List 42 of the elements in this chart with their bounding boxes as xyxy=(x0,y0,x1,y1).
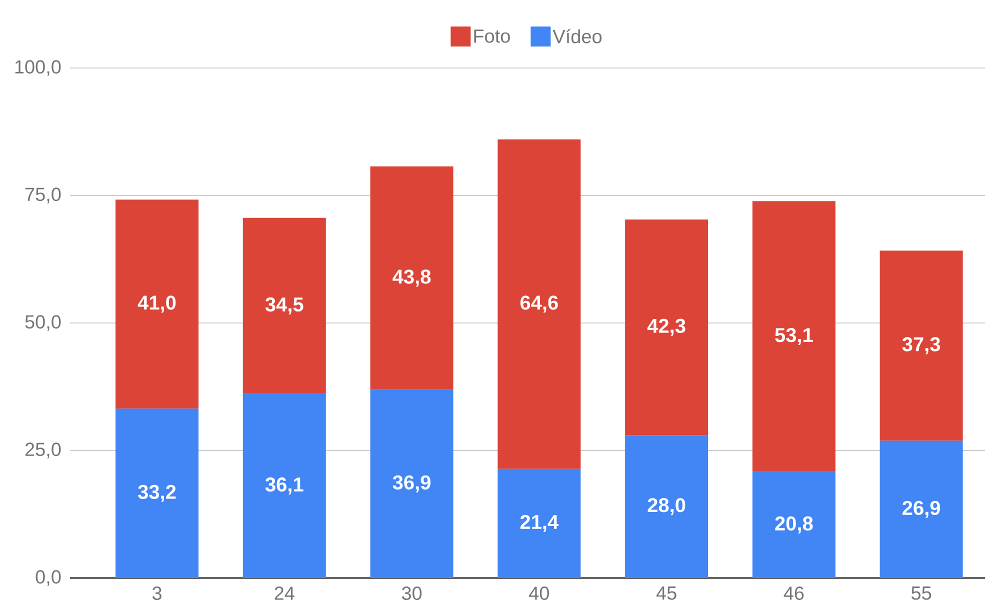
y-tick-label: 25,0 xyxy=(25,442,61,458)
x-tick-label: 30 xyxy=(402,586,422,600)
data-label: 42,3 xyxy=(647,318,686,336)
bar xyxy=(498,468,581,578)
data-label: 43,8 xyxy=(392,270,431,287)
data-label: 64,6 xyxy=(520,296,558,313)
bar xyxy=(242,394,326,578)
data-label: 36,9 xyxy=(392,475,430,492)
bar xyxy=(116,200,199,409)
data-label: 20,8 xyxy=(775,516,813,534)
data-label: 36,1 xyxy=(265,477,304,494)
x-tick-label: 55 xyxy=(912,586,932,600)
bar xyxy=(370,166,454,390)
data-label: 33,2 xyxy=(138,484,176,502)
bar xyxy=(880,250,963,441)
y-tick-label: 0,0 xyxy=(36,570,61,586)
y-tick-label: 75,0 xyxy=(25,188,61,204)
x-tick-label: 40 xyxy=(529,586,549,600)
bar xyxy=(242,218,326,394)
x-tick-label: 24 xyxy=(274,586,294,600)
data-label: 41,0 xyxy=(138,296,176,313)
x-tick-label: 46 xyxy=(784,586,804,600)
bar xyxy=(752,201,836,472)
x-tick-label: 3 xyxy=(152,586,162,600)
bar xyxy=(625,219,708,436)
legend-label: Foto xyxy=(474,30,510,43)
bar xyxy=(116,408,199,578)
data-label: 37,3 xyxy=(902,337,940,354)
legend-label: Vídeo xyxy=(552,29,602,44)
bar xyxy=(752,472,836,578)
bar xyxy=(880,440,963,578)
bar xyxy=(625,435,708,578)
bar xyxy=(498,139,581,469)
bar xyxy=(370,390,454,578)
y-tick-label: 50,0 xyxy=(25,315,61,331)
data-label: 21,4 xyxy=(520,514,559,532)
x-tick-label: 45 xyxy=(656,586,676,600)
data-label: 28,0 xyxy=(648,498,686,516)
data-label: 26,9 xyxy=(902,500,940,518)
data-label: 53,1 xyxy=(775,328,813,346)
data-label: 34,5 xyxy=(265,297,304,314)
y-tick-label: 100,0 xyxy=(15,60,61,76)
